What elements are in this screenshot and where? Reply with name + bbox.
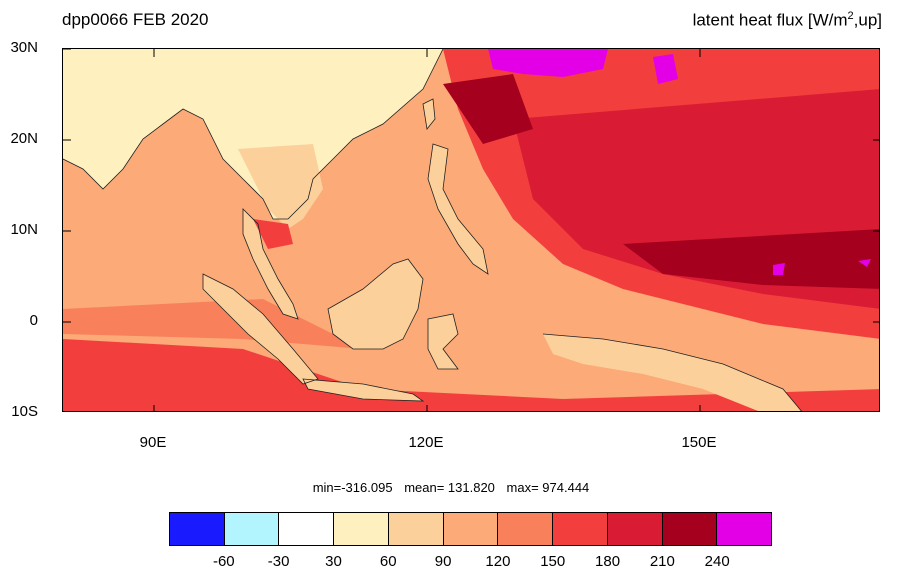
southern-indian-ocean-band xyxy=(63,339,879,411)
stat-max: max= 974.444 xyxy=(506,480,590,495)
colorbar-box-3 xyxy=(334,513,389,545)
map-panel xyxy=(62,48,880,412)
lat-label-20n: 20N xyxy=(10,130,38,147)
colorbar xyxy=(169,512,772,546)
colorbar-box-6 xyxy=(498,513,554,545)
colorbar-box-0 xyxy=(170,513,225,545)
colorbar-box-9 xyxy=(662,513,718,545)
colorbar-label: -30 xyxy=(267,553,290,570)
new-guinea xyxy=(543,334,802,411)
colorbar-label: 120 xyxy=(485,553,511,570)
borneo xyxy=(328,259,423,349)
colorbar-label: 150 xyxy=(540,553,566,570)
java xyxy=(303,379,423,401)
max-flux-band xyxy=(623,229,879,289)
extreme-flux-spot-1 xyxy=(773,263,785,275)
colorbar-label: 60 xyxy=(379,553,397,570)
colorbar-label: 90 xyxy=(434,553,452,570)
stat-min: min=-316.095 xyxy=(312,480,393,495)
colorbar-box-5 xyxy=(443,513,499,545)
latent-heat-flux-map xyxy=(63,49,879,411)
colorbar-box-2 xyxy=(279,513,335,545)
colorbar-label: 240 xyxy=(704,553,730,570)
coastline-taiwan xyxy=(422,98,436,130)
colorbar-label: 210 xyxy=(649,553,675,570)
lat-label-10s: 10S xyxy=(11,403,38,420)
variable-title: latent heat flux [W/m2,up] xyxy=(693,10,882,31)
max-flux-north xyxy=(443,74,533,144)
colorbar-box-8 xyxy=(607,513,663,545)
coastline-new-guinea xyxy=(542,333,802,411)
coastlines xyxy=(63,49,802,411)
coastline-sulawesi xyxy=(427,313,459,370)
coastline-mainland xyxy=(63,49,444,220)
colorbar-label: -60 xyxy=(212,553,235,570)
coastline-java xyxy=(302,378,425,402)
lon-label-150e: 150E xyxy=(681,434,717,451)
extreme-flux-spot-2 xyxy=(858,259,871,267)
colorbar-box-1 xyxy=(224,513,280,545)
variable-title-exponent: 2 xyxy=(847,10,854,22)
stat-mean: mean= 131.820 xyxy=(404,480,495,495)
gulf-of-thailand-high xyxy=(253,219,293,249)
sumatra xyxy=(203,274,318,384)
coastline-borneo xyxy=(327,258,424,350)
extreme-flux-east xyxy=(653,54,678,84)
plot-title: dpp0066 FEB 2020 xyxy=(62,10,209,29)
coastline-philippines xyxy=(427,143,489,275)
lon-label-120e: 120E xyxy=(408,434,444,451)
colorbar-box-10 xyxy=(717,513,772,545)
philippines xyxy=(428,144,488,274)
statistics-line: min=-316.095 mean= 131.820 max= 974.444 xyxy=(0,480,902,495)
colorbar-label: 180 xyxy=(595,553,621,570)
sulawesi xyxy=(428,314,458,369)
coastline-malay xyxy=(242,208,299,320)
extreme-flux-kuroshio xyxy=(488,49,608,77)
lon-label-90e: 90E xyxy=(139,434,167,451)
coastline-sumatra xyxy=(202,273,319,385)
colorbar-box-4 xyxy=(388,513,444,545)
lat-label-10n: 10N xyxy=(10,221,38,238)
tick-marks xyxy=(63,49,879,411)
lat-label-30n: 30N xyxy=(10,39,38,56)
asian-mainland xyxy=(63,49,443,219)
colorbar-label: 30 xyxy=(325,553,342,570)
lat-label-0: 0 xyxy=(29,312,38,329)
variable-title-main: latent heat flux [W/m xyxy=(692,10,848,30)
indochina-warm-land xyxy=(238,144,323,229)
variable-title-tail: ,up] xyxy=(853,10,882,30)
colorbar-box-7 xyxy=(553,513,608,545)
